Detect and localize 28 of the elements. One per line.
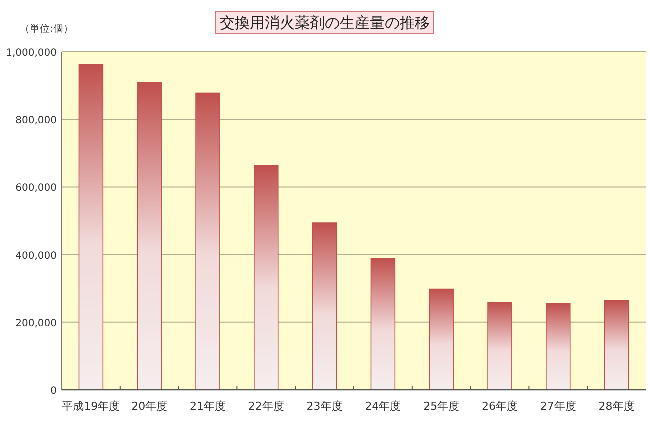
bar xyxy=(196,92,220,390)
bar xyxy=(546,303,571,390)
bar xyxy=(312,222,338,390)
y-tick-label: 600,000 xyxy=(16,183,57,194)
text: （単位:個） xyxy=(20,23,74,35)
y-tick-label: 200,000 xyxy=(16,318,57,330)
bar xyxy=(137,82,162,390)
bar xyxy=(370,258,396,390)
x-tick-label: 25年度 xyxy=(424,400,460,413)
bar xyxy=(488,302,512,390)
x-tick-label: 27年度 xyxy=(540,400,576,413)
y-tick-label: 400,000 xyxy=(16,250,57,262)
x-tick-label: 平成19年度 xyxy=(62,400,120,413)
x-tick-label: 23年度 xyxy=(306,400,343,413)
y-tick-label: 800,000 xyxy=(16,116,57,127)
x-tick-label: 28年度 xyxy=(598,400,635,413)
y-tick-label: 1,000,000 xyxy=(6,48,57,59)
x-tick-label: 20年度 xyxy=(132,400,168,413)
x-tick-label: 22年度 xyxy=(248,400,284,413)
y-tick-label: 0 xyxy=(50,386,57,397)
bar xyxy=(78,64,104,390)
bar xyxy=(254,166,279,390)
x-tick-label: 24年度 xyxy=(365,400,402,413)
bar xyxy=(429,288,454,390)
x-tick-label: 26年度 xyxy=(482,400,518,413)
x-tick-label: 21年度 xyxy=(190,400,226,413)
chart-title: 交換用消火薬剤の生産量の推移 xyxy=(220,14,430,32)
bar xyxy=(604,300,630,390)
